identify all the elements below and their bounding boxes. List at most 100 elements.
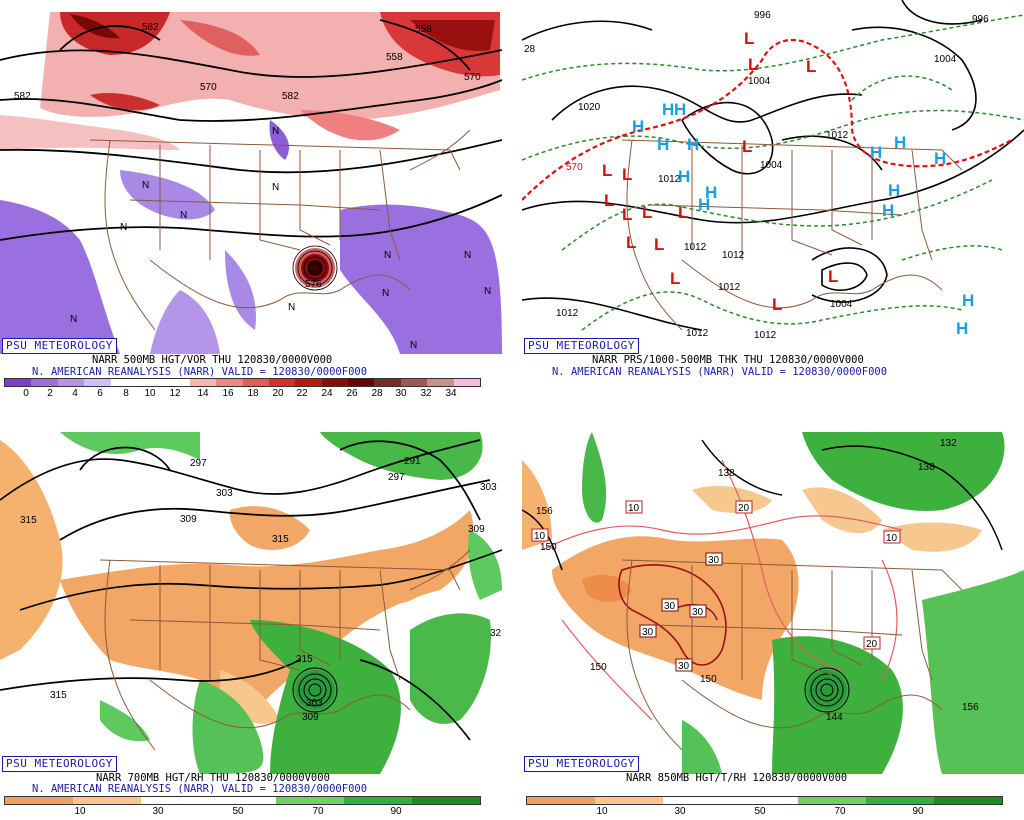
high-pressure-marker: H (894, 133, 906, 152)
colorbar-swatch (594, 797, 663, 804)
isobar-label: 1012 (718, 282, 741, 293)
colorbar-swatch (344, 797, 413, 804)
colorbar-swatch (527, 797, 595, 804)
panel-title: NARR PRS/1000-500MB THK THU 120830/0000V… (592, 354, 864, 366)
contour-label: 144 (826, 712, 843, 723)
high-pressure-marker: H (962, 291, 974, 310)
temp-label: 10 (886, 533, 898, 544)
panel-title: NARR 500MB HGT/VOR THU 120830/0000V000 (92, 354, 333, 366)
colorbar-swatch (268, 379, 296, 386)
contour-label: 309 (302, 712, 319, 723)
temp-label-box: 30 (705, 552, 723, 566)
isobar-label: 1012 (686, 328, 709, 339)
high-pressure-marker: H (882, 201, 894, 220)
colorbar-tick: 30 (152, 806, 164, 817)
vort-min-marker: N (288, 302, 295, 313)
low-pressure-marker: L (602, 161, 612, 180)
rh-colorbar (4, 796, 481, 805)
colorbar-swatch (798, 797, 867, 804)
rh-colorbar (526, 796, 1003, 805)
vorticity-map-svg: 582 582 582 558 570 570 558 576 N N N N … (0, 0, 502, 354)
colorbar-tick: 90 (390, 806, 402, 817)
contour-label: 309 (180, 514, 197, 525)
temp-label: 20 (738, 503, 750, 514)
contour-label: 150 (590, 662, 607, 673)
colorbar-tick: 32 (420, 388, 432, 399)
psu-meteorology-badge: PSU METEOROLOGY (2, 338, 117, 354)
contour-label: 138 (718, 468, 735, 479)
isobar-label: 1012 (722, 250, 745, 261)
high-pressure-marker: H (674, 100, 686, 119)
vort-min-marker: N (464, 250, 471, 261)
colorbar-tick: 50 (754, 806, 766, 817)
panel-500mb-vorticity: 582 582 582 558 570 570 558 576 N N N N … (0, 0, 502, 400)
colorbar-tick: 16 (222, 388, 234, 399)
colorbar-tick: 18 (247, 388, 259, 399)
colorbar-tick: 2 (47, 388, 53, 399)
contour-label: 303 (306, 698, 323, 709)
colorbar-tick: 14 (197, 388, 209, 399)
contour-label: 570 (200, 82, 217, 93)
colorbar-swatch (427, 379, 454, 386)
colorbar-tick: 10 (74, 806, 86, 817)
colorbar-tick: 90 (912, 806, 924, 817)
vort-min-marker: N (180, 210, 187, 221)
psu-meteorology-badge: PSU METEOROLOGY (2, 756, 117, 772)
vort-min-marker: N (120, 222, 127, 233)
colorbar-swatch (412, 797, 481, 804)
panel-subtitle: N. AMERICAN REANALYSIS (NARR) VALID = 12… (552, 366, 888, 378)
low-pressure-marker: L (744, 29, 754, 48)
colorbar-tick: 10 (596, 806, 608, 817)
colorbar-tick: 12 (169, 388, 181, 399)
low-pressure-marker: L (678, 203, 688, 222)
high-pressure-marker: H (698, 195, 710, 214)
colorbar-tick: 20 (272, 388, 284, 399)
colorbar-swatch (374, 379, 401, 386)
isobar-label: 996 (972, 14, 989, 25)
colorbar-swatch (140, 797, 209, 804)
colorbar-tick: 10 (144, 388, 156, 399)
contour-label: 291 (404, 456, 421, 467)
temp-label-box: 20 (863, 636, 881, 650)
colorbar-swatch (72, 797, 141, 804)
isobar-label: 1012 (826, 130, 849, 141)
contour-label: 32 (490, 628, 502, 639)
low-pressure-marker: L (742, 137, 752, 156)
isobar-label: 1012 (556, 308, 579, 319)
contour-label: 309 (468, 524, 485, 535)
colorbar-swatch (242, 379, 269, 386)
panel-title: NARR 850MB HGT/T/RH 120830/0000V000 (626, 772, 848, 784)
vort-min-marker: N (384, 250, 391, 261)
isobar-label: 1004 (830, 299, 853, 310)
colorbar-swatch (208, 797, 277, 804)
temp-label: 30 (664, 601, 676, 612)
vort-min-marker: N (272, 126, 279, 137)
colorbar-swatch (662, 797, 731, 804)
contour-label: 303 (216, 488, 233, 499)
colorbar-swatch (84, 379, 111, 386)
temp-label-box: 30 (689, 604, 707, 618)
temp-label-box: 10 (531, 528, 549, 542)
contour-label: 558 (415, 24, 432, 35)
contour-label: 315 (296, 654, 313, 665)
colorbar-tick: 6 (97, 388, 103, 399)
high-pressure-marker: H (934, 149, 946, 168)
colorbar-swatch (163, 379, 190, 386)
contour-label: 150 (700, 674, 717, 685)
contour-label: 576 (305, 279, 322, 290)
low-pressure-marker: L (748, 55, 758, 74)
panel-subtitle: N. AMERICAN REANALYSIS (NARR) VALID = 12… (32, 783, 368, 795)
contour-label: 570 (464, 72, 481, 83)
contour-label: 297 (388, 472, 405, 483)
colorbar-swatch (110, 379, 137, 386)
rh850-map-svg: 156 150 150 150 144 138 132 138 156 10 1… (522, 420, 1024, 774)
colorbar-swatch (5, 797, 73, 804)
isobar-label: 1004 (748, 76, 771, 87)
colorbar-tick: 4 (72, 388, 78, 399)
colorbar-swatch (57, 379, 85, 386)
temp-label: 30 (642, 627, 654, 638)
colorbar-tick: 24 (321, 388, 333, 399)
colorbar-swatch (866, 797, 935, 804)
high-pressure-marker: H (657, 135, 669, 154)
contour-label: 582 (282, 91, 299, 102)
